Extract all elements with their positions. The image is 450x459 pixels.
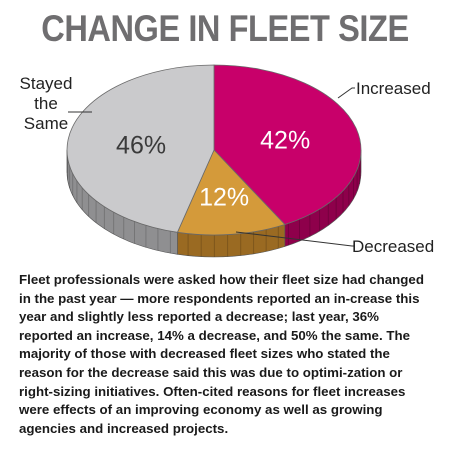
category-label-increased: Increased (356, 79, 431, 98)
value-label-decreased: 12% (199, 183, 249, 211)
pie-slice-stayed-the-same (66, 64, 215, 233)
chart-title: CHANGE IN FLEET SIZE (41, 8, 409, 49)
pie-slice-increased (213, 64, 362, 225)
value-label-stayed-the-same: 46% (116, 132, 166, 160)
leader-line (235, 231, 355, 247)
value-label-increased: 42% (260, 126, 310, 154)
category-label-decreased: Decreased (352, 237, 434, 256)
category-label-stayed-the-same: the (34, 94, 58, 113)
pie-slice-decreased (176, 149, 286, 236)
caption-text: Fleet professionals were asked how their… (19, 272, 424, 436)
category-label-stayed-the-same: Same (24, 114, 68, 133)
leader-line (337, 87, 355, 99)
category-label-stayed-the-same: Stayed (20, 74, 73, 93)
